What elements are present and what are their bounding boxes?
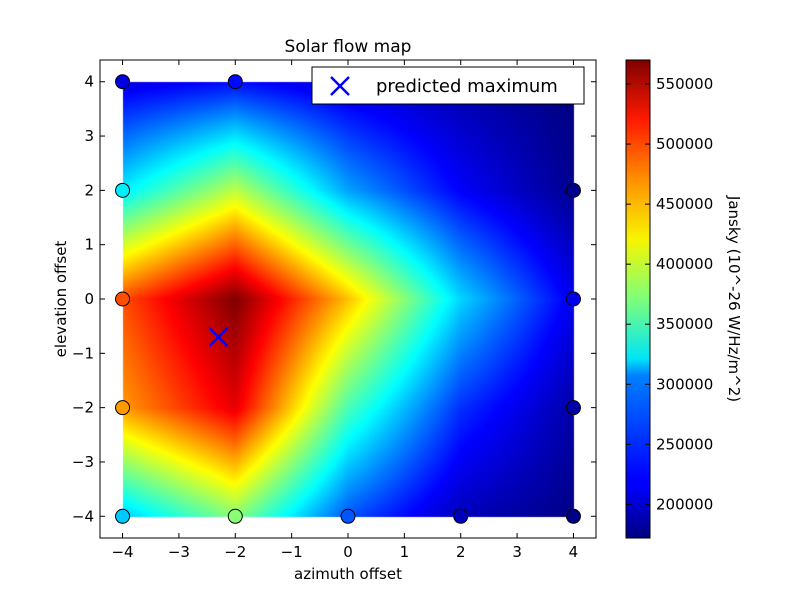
y-tick-label: −2 [72, 399, 94, 417]
x-tick-label: 1 [400, 543, 410, 561]
colorbar-tick-label: 450000 [656, 195, 713, 213]
sample-point [115, 74, 131, 90]
x-tick-label: 2 [456, 543, 466, 561]
y-tick-label: 0 [84, 290, 94, 308]
x-tick-label: 0 [343, 543, 353, 561]
y-tick-label: −3 [72, 453, 94, 471]
colorbar-gradient [625, 59, 651, 539]
y-tick-label: 4 [84, 73, 94, 91]
x-tick-label: 3 [512, 543, 522, 561]
y-tick-label: 2 [84, 181, 94, 199]
sample-point [565, 508, 581, 524]
colorbar: 200000 250000 300000 350000 400000 450000 5000… [625, 59, 743, 539]
legend-x-marker-icon [330, 76, 350, 96]
legend: predicted maximum [311, 66, 585, 105]
chart-title: Solar flow map [285, 37, 412, 57]
predicted-maximum-marker [208, 327, 229, 347]
y-axis-ticks: −4 −3 −2 −1 0 1 2 3 4 [72, 73, 596, 525]
colorbar-tick-label: 250000 [656, 435, 713, 453]
sample-point [565, 400, 581, 416]
x-tick-label: −3 [168, 543, 190, 561]
colorbar-ticks: 200000 250000 300000 350000 400000 450000 5000… [626, 75, 713, 513]
sample-point [115, 182, 131, 198]
legend-label: predicted maximum [376, 76, 558, 97]
legend-box [311, 66, 585, 105]
x-tick-label: 4 [569, 543, 579, 561]
sample-point [340, 508, 356, 524]
plot-area: −4 −3 −2 −1 0 1 2 3 4 −4 −3 −2 −1 0 1 2 3 4 [72, 59, 597, 561]
colorbar-tick-label: 300000 [656, 375, 713, 393]
sample-point [115, 291, 131, 307]
colorbar-tick-label: 550000 [656, 75, 713, 93]
y-axis-label: elevation offset [52, 241, 70, 358]
legend-x-stroke [330, 76, 350, 96]
sample-point [115, 508, 131, 524]
sample-point [565, 291, 581, 307]
colorbar-tick-label: 400000 [656, 255, 713, 273]
y-tick-label: 1 [84, 236, 94, 254]
sample-points [115, 74, 581, 524]
x-tick-label: −4 [111, 543, 133, 561]
sample-point [227, 74, 243, 90]
x-axis-ticks: −4 −3 −2 −1 0 1 2 3 4 [111, 60, 578, 561]
x-tick-label: −1 [281, 543, 303, 561]
y-tick-label: −4 [72, 507, 94, 525]
sample-point [115, 400, 131, 416]
colorbar-tick-label: 500000 [656, 135, 713, 153]
sample-point [453, 508, 469, 524]
sample-point [227, 508, 243, 524]
y-tick-label: −1 [72, 344, 94, 362]
x-axis-label: azimuth offset [294, 565, 402, 583]
y-tick-label: 3 [84, 127, 94, 145]
colorbar-tick-label: 200000 [656, 495, 713, 513]
predicted-maximum-x [208, 327, 229, 347]
colorbar-tick-label: 350000 [656, 315, 713, 333]
x-tick-label: −2 [224, 543, 246, 561]
colorbar-label: Jansky (10^-26 W/Hz/m^2) [725, 195, 743, 402]
sample-point [565, 182, 581, 198]
